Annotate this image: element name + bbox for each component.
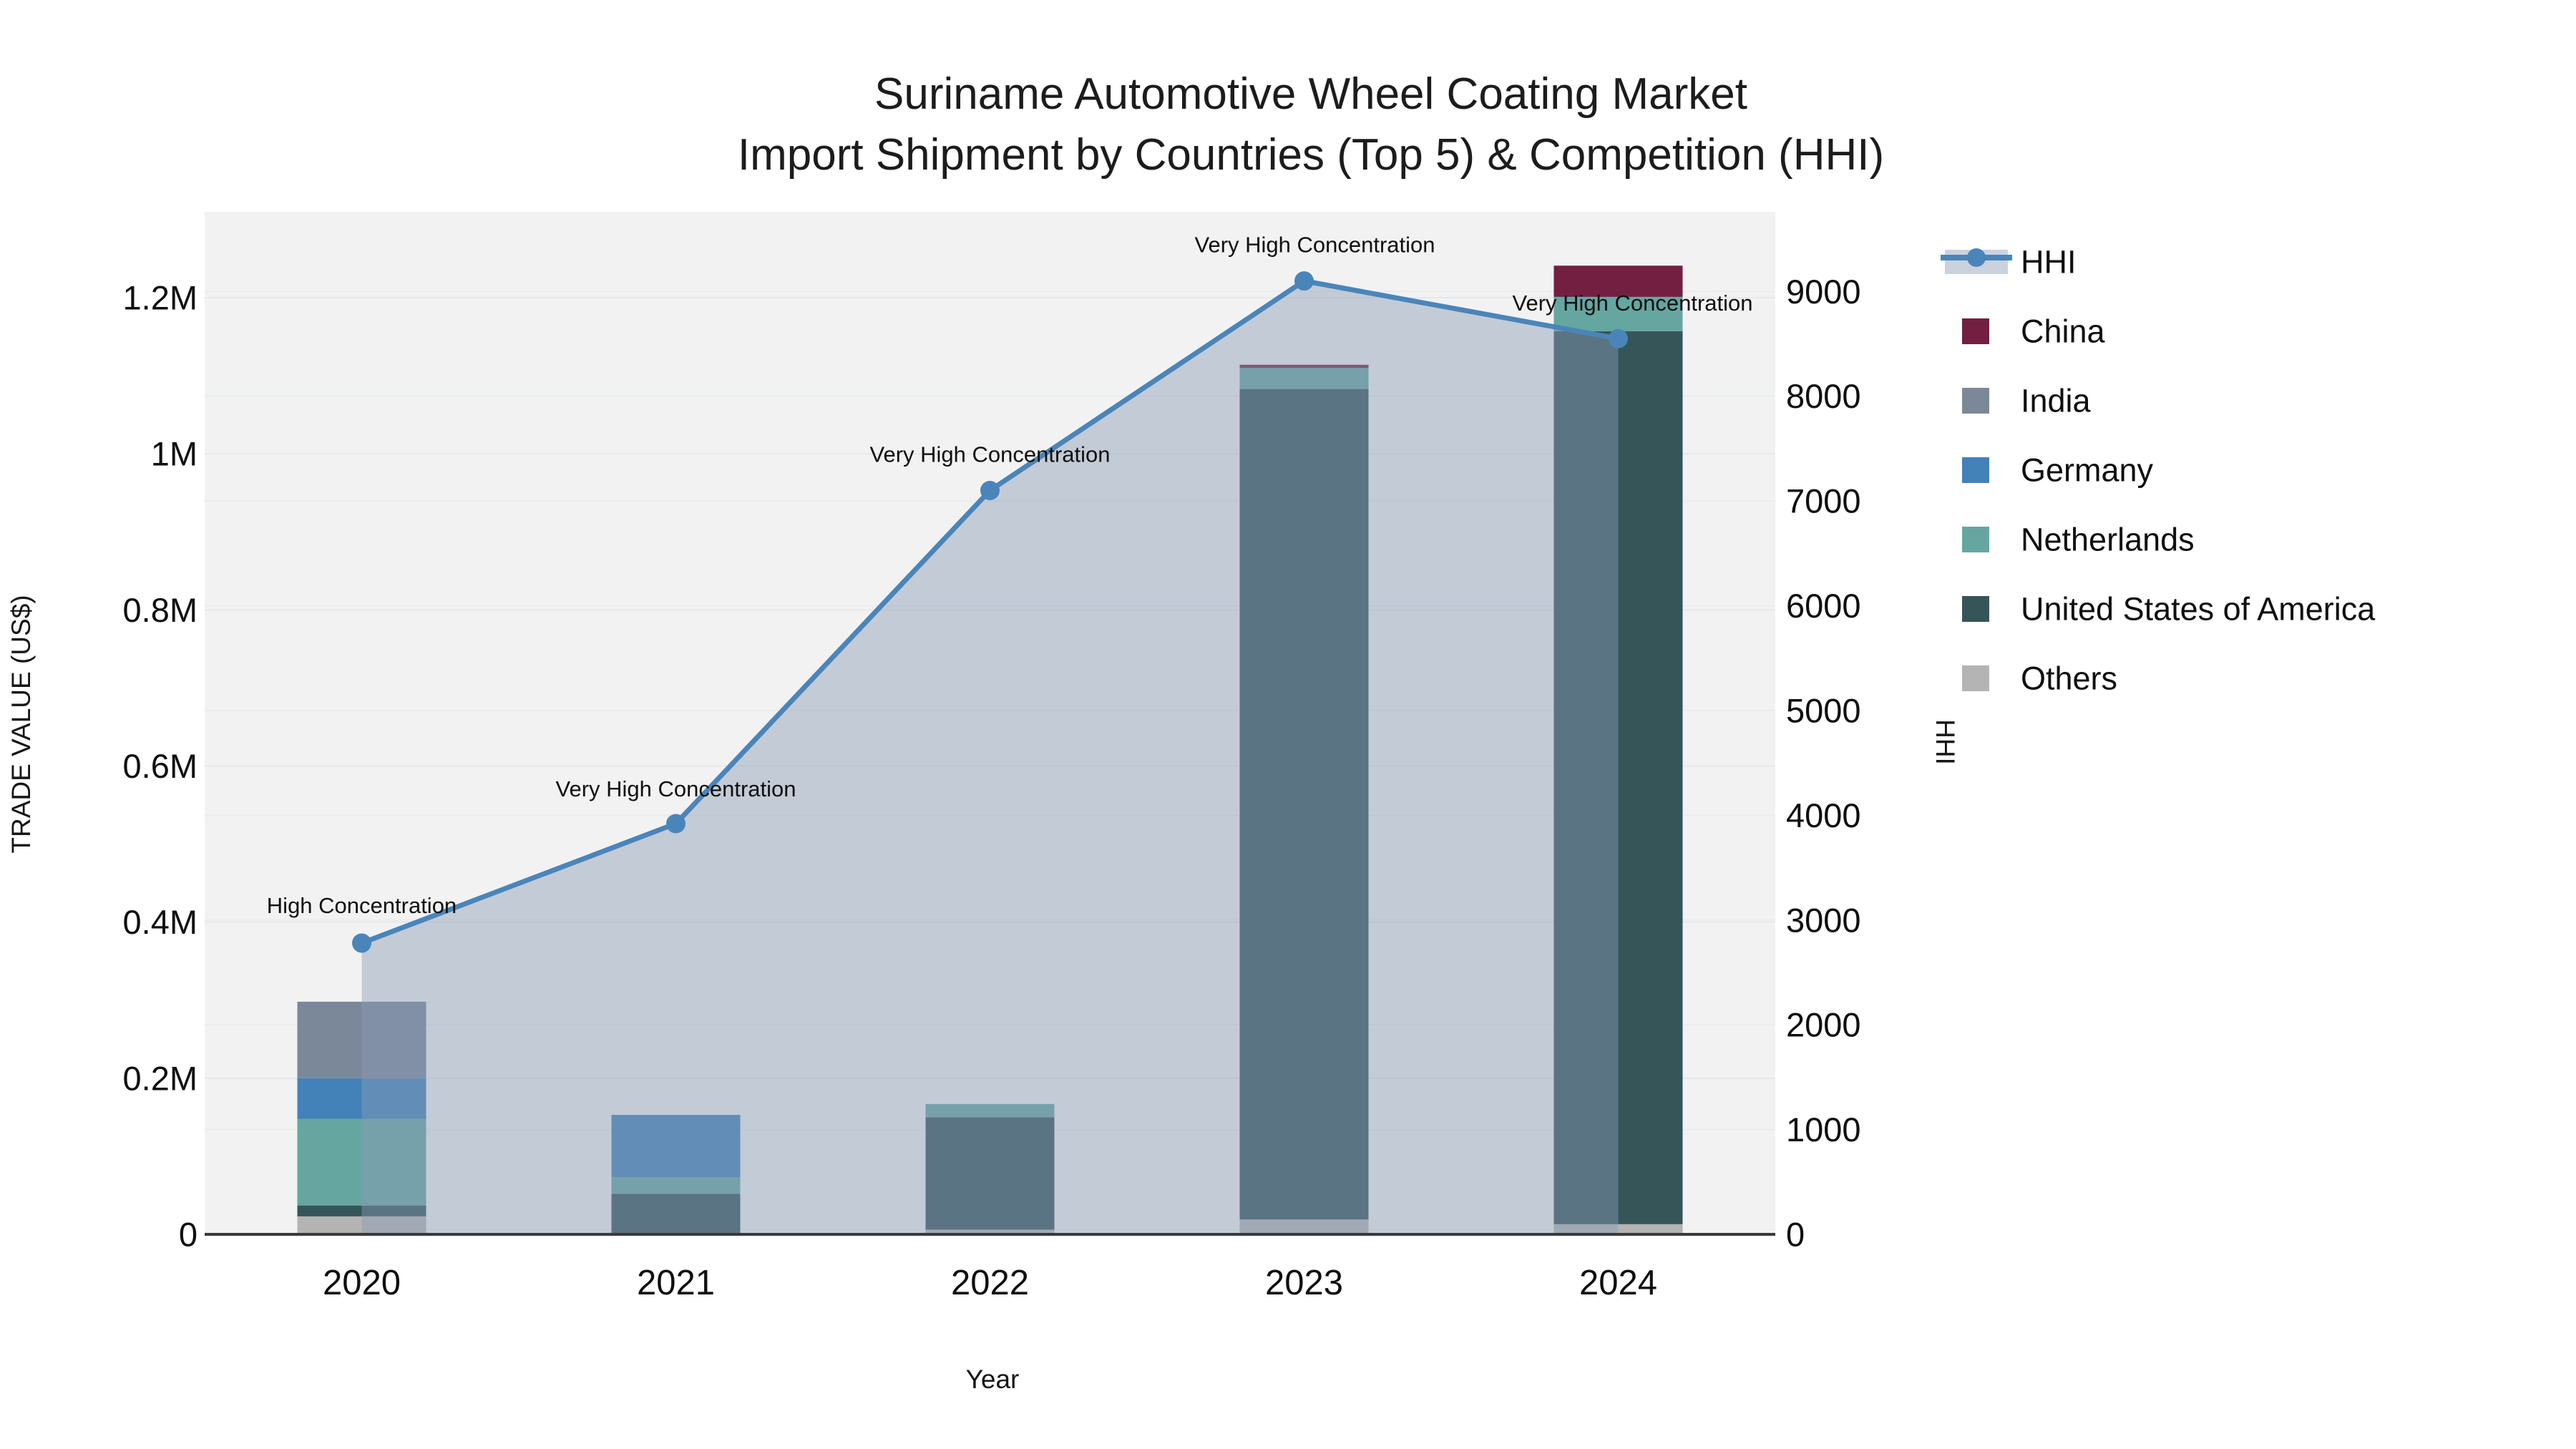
y-right-tick-3000: 3000	[1786, 901, 1861, 939]
y-left-tick-0.8M: 0.8M	[123, 591, 198, 629]
bar-china-2024[interactable]	[1553, 265, 1683, 297]
y-right-tick-7000: 7000	[1786, 482, 1861, 520]
chart-title-line2: Import Shipment by Countries (Top 5) & C…	[738, 130, 1884, 180]
y-right-tick-4000: 4000	[1786, 796, 1861, 834]
x-tick-2022: 2022	[951, 1264, 1029, 1302]
hhi-point-2022[interactable]	[980, 480, 1000, 500]
y-right-axis-title: HHI	[1931, 719, 1960, 765]
legend-color-swatch	[1962, 388, 1989, 414]
y-left-tick-0: 0	[179, 1216, 197, 1254]
x-tick-2023: 2023	[1265, 1264, 1343, 1302]
hhi-point-2021[interactable]	[666, 814, 686, 834]
bar-netherlands-2020[interactable]	[297, 1118, 426, 1206]
legend-item-germany[interactable]: Germany	[1962, 452, 2154, 489]
hhi-point-2024[interactable]	[1609, 328, 1628, 348]
legend-item-china[interactable]: China	[1962, 313, 2106, 350]
legend-color-swatch	[1962, 318, 1989, 344]
legend-item-others[interactable]: Others	[1962, 660, 2117, 697]
legend-label: Netherlands	[2021, 522, 2195, 558]
bar-united-states-of-america-2024[interactable]	[1553, 331, 1683, 1224]
bar-united-states-of-america-2021[interactable]	[611, 1194, 741, 1234]
y-right-tick-0: 0	[1786, 1216, 1805, 1254]
legend-item-united-states-of-america[interactable]: United States of America	[1962, 591, 2376, 628]
y-left-tick-0.4M: 0.4M	[123, 903, 198, 941]
y-right-tick-8000: 8000	[1786, 377, 1861, 415]
bar-united-states-of-america-2020[interactable]	[297, 1205, 426, 1216]
y-left-tick-1.2M: 1.2M	[123, 278, 198, 316]
annotation-2023: Very High Concentration	[1194, 233, 1435, 258]
bar-others-2024[interactable]	[1553, 1224, 1683, 1234]
bar-united-states-of-america-2023[interactable]	[1239, 389, 1369, 1220]
legend-item-hhi[interactable]: HHI	[1941, 244, 2077, 280]
annotation-2022: Very High Concentration	[869, 441, 1110, 467]
x-tick-2020: 2020	[323, 1264, 401, 1302]
x-tick-2021: 2021	[637, 1264, 715, 1302]
bar-others-2023[interactable]	[1239, 1219, 1369, 1234]
chart-title-line1: Suriname Automotive Wheel Coating Market	[874, 69, 1747, 119]
bar-netherlands-2021[interactable]	[611, 1177, 741, 1194]
legend-item-india[interactable]: India	[1962, 383, 2092, 419]
bar-india-2020[interactable]	[297, 1001, 426, 1078]
y-right-tick-6000: 6000	[1786, 587, 1861, 625]
y-left-tick-0.2M: 0.2M	[123, 1059, 198, 1097]
hhi-point-2020[interactable]	[352, 933, 371, 953]
annotation-2021: Very High Concentration	[555, 776, 796, 801]
legend-label: Germany	[2021, 452, 2154, 489]
y-left-tick-1M: 1M	[151, 435, 197, 473]
bar-others-2020[interactable]	[297, 1216, 426, 1234]
y-left-axis-title: TRADE VALUE (US$)	[6, 595, 36, 853]
bar-others-2022[interactable]	[925, 1229, 1055, 1234]
y-right-tick-2000: 2000	[1786, 1006, 1861, 1044]
legend-color-swatch	[1962, 457, 1989, 483]
bar-netherlands-2022[interactable]	[925, 1103, 1055, 1118]
annotation-2024: Very High Concentration	[1512, 291, 1752, 316]
hhi-point-2023[interactable]	[1294, 271, 1314, 291]
bar-germany-2021[interactable]	[611, 1115, 741, 1178]
bar-china-2023[interactable]	[1239, 364, 1369, 369]
legend-label: HHI	[2021, 244, 2077, 280]
legend-label: United States of America	[2021, 591, 2376, 628]
y-right-tick-9000: 9000	[1786, 273, 1861, 311]
hhi-area-fill	[361, 280, 1619, 1235]
legend-color-swatch	[1962, 596, 1989, 622]
annotation-2020: High Concentration	[267, 893, 457, 918]
x-axis-title: Year	[966, 1365, 1020, 1394]
y-left-tick-0.6M: 0.6M	[123, 747, 198, 785]
legend-label: India	[2021, 383, 2092, 419]
legend-item-netherlands[interactable]: Netherlands	[1962, 522, 2195, 558]
plot-area	[205, 212, 1775, 1234]
y-right-tick-5000: 5000	[1786, 691, 1861, 729]
bar-germany-2020[interactable]	[297, 1078, 426, 1119]
legend-label: China	[2021, 313, 2106, 350]
bar-united-states-of-america-2022[interactable]	[925, 1117, 1055, 1230]
legend-color-swatch	[1962, 665, 1989, 691]
y-right-tick-1000: 1000	[1786, 1111, 1861, 1148]
bar-netherlands-2023[interactable]	[1239, 368, 1369, 389]
x-tick-2024: 2024	[1579, 1264, 1657, 1302]
legend-label: Others	[2021, 660, 2117, 697]
legend-color-swatch	[1962, 527, 1989, 552]
bar-netherlands-2024[interactable]	[1553, 296, 1683, 331]
legend-hhi-marker-icon	[1967, 248, 1986, 267]
